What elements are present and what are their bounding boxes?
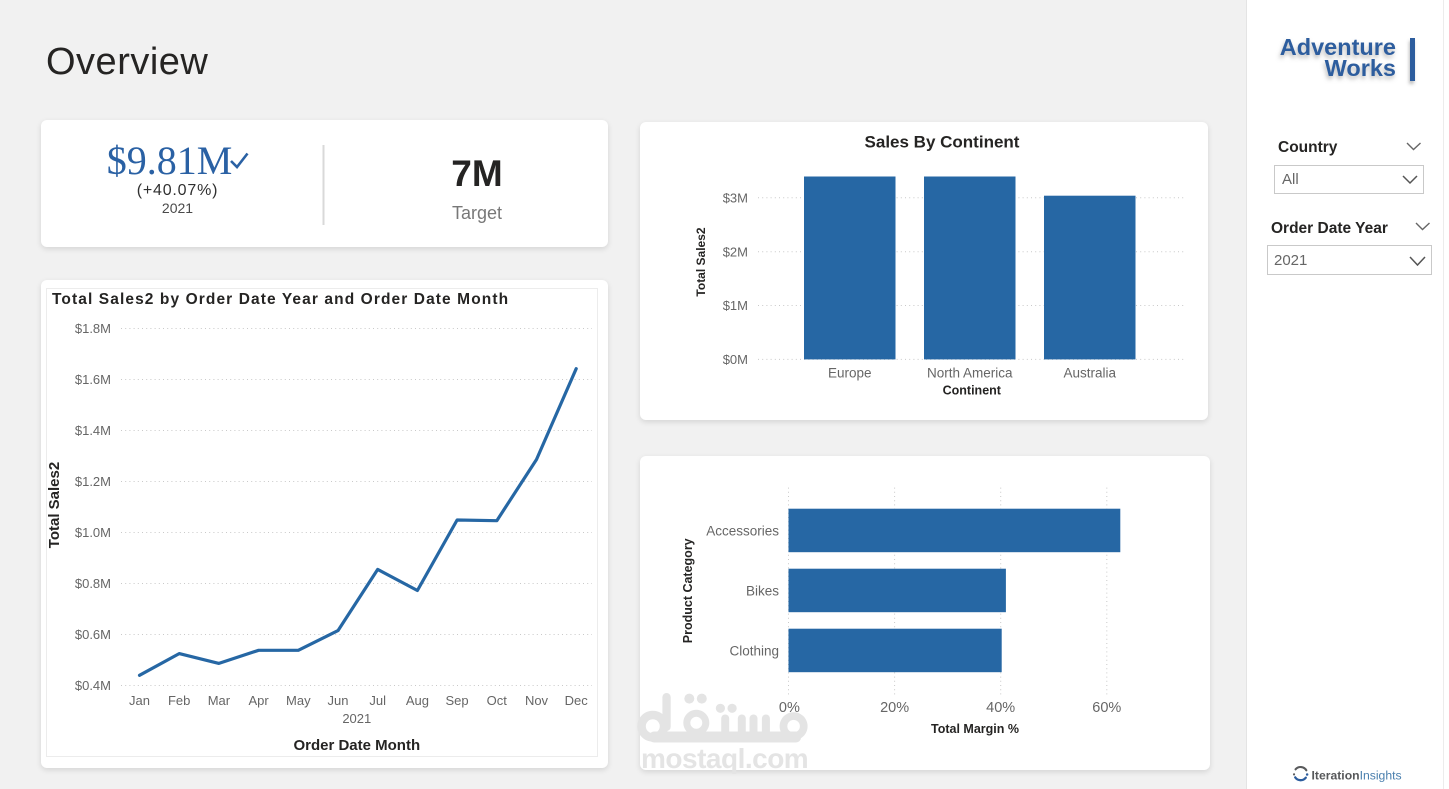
svg-text:7M: 7M xyxy=(451,153,502,194)
svg-text:$1.4M: $1.4M xyxy=(75,423,111,438)
svg-text:Aug: Aug xyxy=(406,693,429,708)
svg-text:Jun: Jun xyxy=(328,693,349,708)
svg-text:$0.6M: $0.6M xyxy=(75,627,111,642)
svg-text:mostaql.com: mostaql.com xyxy=(641,743,808,774)
svg-text:Clothing: Clothing xyxy=(729,644,779,659)
svg-text:Apr: Apr xyxy=(248,693,269,708)
svg-text:$1.2M: $1.2M xyxy=(75,474,111,489)
svg-text:Jul: Jul xyxy=(369,693,386,708)
svg-text:$3M: $3M xyxy=(723,191,748,206)
svg-text:Sep: Sep xyxy=(446,693,469,708)
svg-text:Oct: Oct xyxy=(487,693,508,708)
svg-text:$1.0M: $1.0M xyxy=(75,525,111,540)
svg-text:Sales By Continent: Sales By Continent xyxy=(865,133,1020,152)
svg-text:Total Sales2: Total Sales2 xyxy=(694,227,708,296)
svg-text:$9.81M: $9.81M xyxy=(107,138,233,183)
svg-text:Feb: Feb xyxy=(168,693,190,708)
svg-text:IterationInsights: IterationInsights xyxy=(1312,769,1402,783)
svg-text:May: May xyxy=(286,693,311,708)
svg-text:$1.6M: $1.6M xyxy=(75,372,111,387)
svg-text:Target: Target xyxy=(452,203,502,223)
svg-text:Accessories: Accessories xyxy=(706,524,779,539)
svg-text:$1.8M: $1.8M xyxy=(75,321,111,336)
svg-text:20%: 20% xyxy=(880,700,909,716)
svg-text:$1M: $1M xyxy=(723,298,748,313)
svg-text:Mar: Mar xyxy=(208,693,231,708)
svg-text:0%: 0% xyxy=(779,700,800,716)
svg-text:2021: 2021 xyxy=(162,200,193,216)
svg-text:40%: 40% xyxy=(986,700,1015,716)
svg-text:(+40.07%): (+40.07%) xyxy=(137,182,218,199)
svg-text:60%: 60% xyxy=(1092,700,1121,716)
svg-text:Total Margin %: Total Margin % xyxy=(931,722,1019,736)
svg-text:$0.4M: $0.4M xyxy=(75,678,111,693)
svg-text:Continent: Continent xyxy=(943,384,1002,398)
svg-text:Total Sales2: Total Sales2 xyxy=(46,462,63,548)
svg-text:2021: 2021 xyxy=(342,711,371,726)
svg-text:Nov: Nov xyxy=(525,693,549,708)
svg-text:$0M: $0M xyxy=(723,352,748,367)
svg-text:Order Date Month: Order Date Month xyxy=(293,737,420,754)
svg-text:$0.8M: $0.8M xyxy=(75,576,111,591)
svg-text:Dec: Dec xyxy=(565,693,589,708)
svg-text:Europe: Europe xyxy=(828,366,872,381)
svg-text:Product Category: Product Category xyxy=(681,538,695,643)
svg-text:Total Sales2 by Order Date Yea: Total Sales2 by Order Date Year and Orde… xyxy=(52,291,509,308)
svg-text:Jan: Jan xyxy=(129,693,150,708)
svg-text:Bikes: Bikes xyxy=(746,584,779,599)
svg-text:Australia: Australia xyxy=(1064,366,1117,381)
svg-text:North America: North America xyxy=(927,366,1013,381)
svg-text:$2M: $2M xyxy=(723,244,748,259)
